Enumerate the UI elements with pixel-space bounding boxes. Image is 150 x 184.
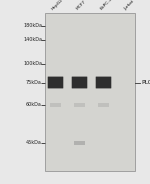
FancyBboxPatch shape [74,141,85,145]
Bar [45,13,135,171]
FancyBboxPatch shape [96,77,111,89]
Text: MCF7: MCF7 [75,0,87,11]
FancyBboxPatch shape [48,77,63,89]
Text: 180kDa: 180kDa [23,23,42,28]
Text: 60kDa: 60kDa [26,102,42,107]
FancyBboxPatch shape [98,103,109,107]
FancyBboxPatch shape [72,77,87,89]
FancyBboxPatch shape [50,103,61,107]
Text: 140kDa: 140kDa [23,37,42,42]
Text: 45kDa: 45kDa [26,140,42,145]
Text: BxPC-3: BxPC-3 [99,0,113,11]
Text: 75kDa: 75kDa [26,80,42,85]
Text: 100kDa: 100kDa [23,61,42,66]
Text: HepG2: HepG2 [51,0,64,11]
Text: PLOD3: PLOD3 [141,80,150,85]
Text: Jurkat: Jurkat [123,0,135,11]
FancyBboxPatch shape [74,103,85,107]
